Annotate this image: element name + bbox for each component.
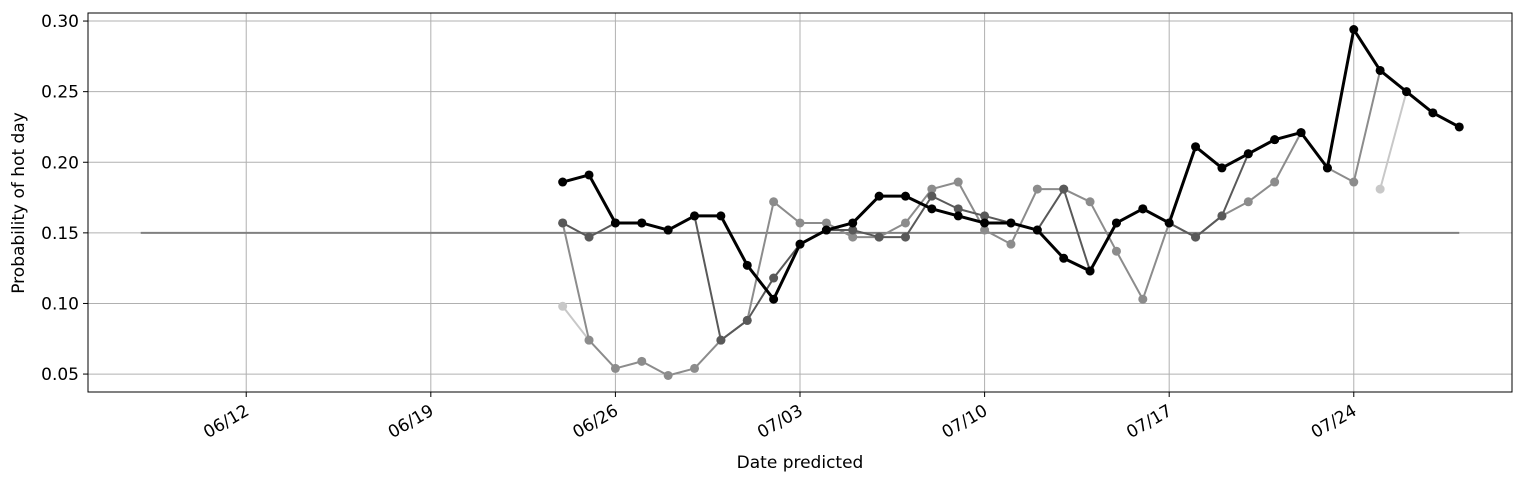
y-tick-label: 0.30 [41, 12, 79, 32]
point [1375, 65, 1385, 75]
point [953, 177, 963, 187]
x-tick-label: 07/17 [1123, 401, 1175, 443]
point [927, 184, 937, 194]
point [584, 335, 594, 345]
point [1164, 218, 1174, 228]
point [584, 170, 594, 180]
y-tick-label: 0.20 [41, 153, 79, 173]
point [1454, 122, 1464, 132]
point [900, 191, 910, 201]
point [610, 218, 620, 228]
point [1191, 232, 1201, 242]
y-tick-label: 0.15 [41, 224, 79, 244]
point [900, 232, 910, 242]
point [980, 211, 990, 221]
x-axis-label: Date predicted [737, 453, 864, 473]
y-tick-label: 0.10 [41, 294, 79, 314]
point [769, 294, 779, 304]
point [1111, 246, 1121, 256]
point [1006, 239, 1016, 249]
point [769, 273, 779, 283]
point [558, 177, 568, 187]
point [927, 204, 937, 214]
plot-frame [87, 12, 1513, 393]
point [637, 218, 647, 228]
point [1270, 135, 1280, 145]
point [1243, 149, 1253, 159]
point [1243, 197, 1253, 207]
point [1191, 142, 1201, 152]
point [953, 211, 963, 221]
point [1270, 177, 1280, 187]
point [716, 211, 726, 221]
point [1217, 211, 1227, 221]
point [1217, 163, 1227, 173]
x-tick-label: 07/03 [754, 401, 806, 443]
point [821, 218, 831, 228]
point [690, 363, 700, 373]
point [663, 225, 673, 235]
point [1138, 294, 1148, 304]
point [874, 232, 884, 242]
point [848, 218, 858, 228]
point [558, 218, 568, 228]
point [1138, 204, 1148, 214]
point [769, 197, 779, 207]
point [1349, 177, 1359, 187]
point [1032, 184, 1042, 194]
point [821, 225, 831, 235]
point [742, 260, 752, 270]
point [663, 370, 673, 380]
x-tick-label: 06/19 [385, 401, 437, 443]
point [927, 191, 937, 201]
series-line [561, 91, 1408, 341]
point [1006, 218, 1016, 228]
point [1349, 25, 1359, 35]
point [1085, 266, 1095, 276]
point [716, 335, 726, 345]
point [795, 218, 805, 228]
point [1085, 197, 1095, 207]
x-tick-label: 07/24 [1308, 401, 1360, 443]
point [980, 225, 990, 235]
point [558, 301, 568, 311]
point [610, 363, 620, 373]
x-tick-label: 06/12 [200, 401, 252, 443]
point [900, 218, 910, 228]
point [848, 232, 858, 242]
point [848, 225, 858, 235]
x-tick-label: 06/26 [569, 401, 621, 443]
point [1059, 253, 1069, 263]
series-line [562, 131, 1329, 342]
point [637, 356, 647, 366]
point [1322, 163, 1332, 173]
point [874, 191, 884, 201]
point [1428, 108, 1438, 118]
y-tick-label: 0.05 [41, 365, 79, 385]
point [1375, 184, 1385, 194]
point [584, 232, 594, 242]
point [1402, 87, 1412, 97]
point [980, 218, 990, 228]
series-line [561, 70, 1382, 377]
y-axis-label: Probability of hot day [9, 112, 29, 294]
point [690, 211, 700, 221]
point [1111, 218, 1121, 228]
point [742, 315, 752, 325]
point [1032, 225, 1042, 235]
point [795, 239, 805, 249]
point [1059, 184, 1069, 194]
point [1296, 128, 1306, 138]
point [953, 204, 963, 214]
y-tick-label: 0.25 [41, 83, 79, 103]
x-tick-label: 07/10 [939, 401, 991, 443]
